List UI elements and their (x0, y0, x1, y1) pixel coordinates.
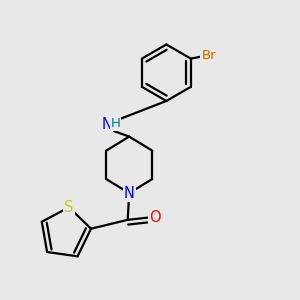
Text: O: O (149, 210, 161, 225)
Text: N: N (124, 186, 135, 201)
Text: Br: Br (201, 49, 216, 62)
Text: N: N (101, 117, 112, 132)
Text: S: S (64, 200, 74, 215)
Text: H: H (111, 117, 121, 130)
